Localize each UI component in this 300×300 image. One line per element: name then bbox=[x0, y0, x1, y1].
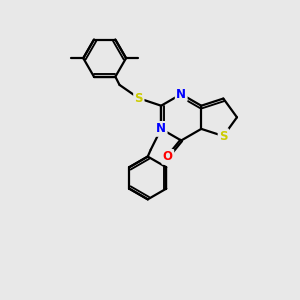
Text: N: N bbox=[176, 88, 186, 100]
Text: O: O bbox=[163, 150, 173, 163]
Text: S: S bbox=[135, 92, 143, 105]
Text: N: N bbox=[156, 122, 166, 135]
Text: S: S bbox=[219, 130, 228, 142]
